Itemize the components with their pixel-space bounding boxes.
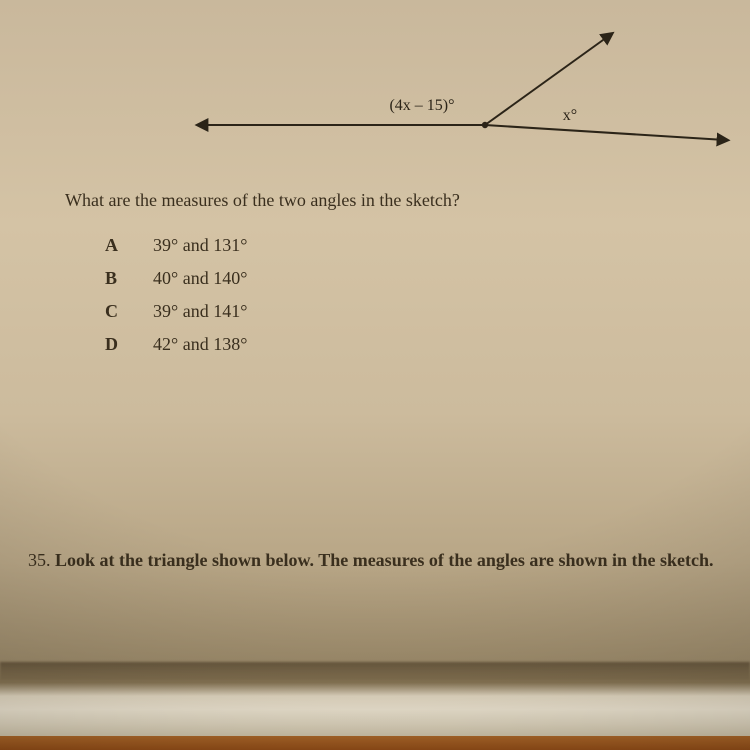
question-35-text: Look at the triangle shown below. The me… <box>55 550 714 570</box>
option-b: B 40° and 140° <box>105 268 247 289</box>
table-surface <box>0 736 750 750</box>
option-text: 39° and 131° <box>153 235 247 256</box>
worksheet-page: (4x – 15)° x° What are the measures of t… <box>0 0 750 750</box>
angle-label-left: (4x – 15)° <box>389 97 454 114</box>
answer-options: A 39° and 131° B 40° and 140° C 39° and … <box>105 235 247 367</box>
option-letter: B <box>105 268 153 289</box>
angle-label-right: x° <box>563 107 577 124</box>
option-a: A 39° and 131° <box>105 235 247 256</box>
option-d: D 42° and 138° <box>105 334 247 355</box>
question-number: 35. <box>28 550 51 570</box>
angle-diagram: (4x – 15)° x° <box>180 15 740 165</box>
option-text: 42° and 138° <box>153 334 247 355</box>
option-c: C 39° and 141° <box>105 301 247 322</box>
question-35: 35. Look at the triangle shown below. Th… <box>28 550 740 571</box>
option-text: 40° and 140° <box>153 268 247 289</box>
option-text: 39° and 141° <box>153 301 247 322</box>
option-letter: A <box>105 235 153 256</box>
question-text: What are the measures of the two angles … <box>65 190 460 211</box>
option-letter: C <box>105 301 153 322</box>
option-letter: D <box>105 334 153 355</box>
